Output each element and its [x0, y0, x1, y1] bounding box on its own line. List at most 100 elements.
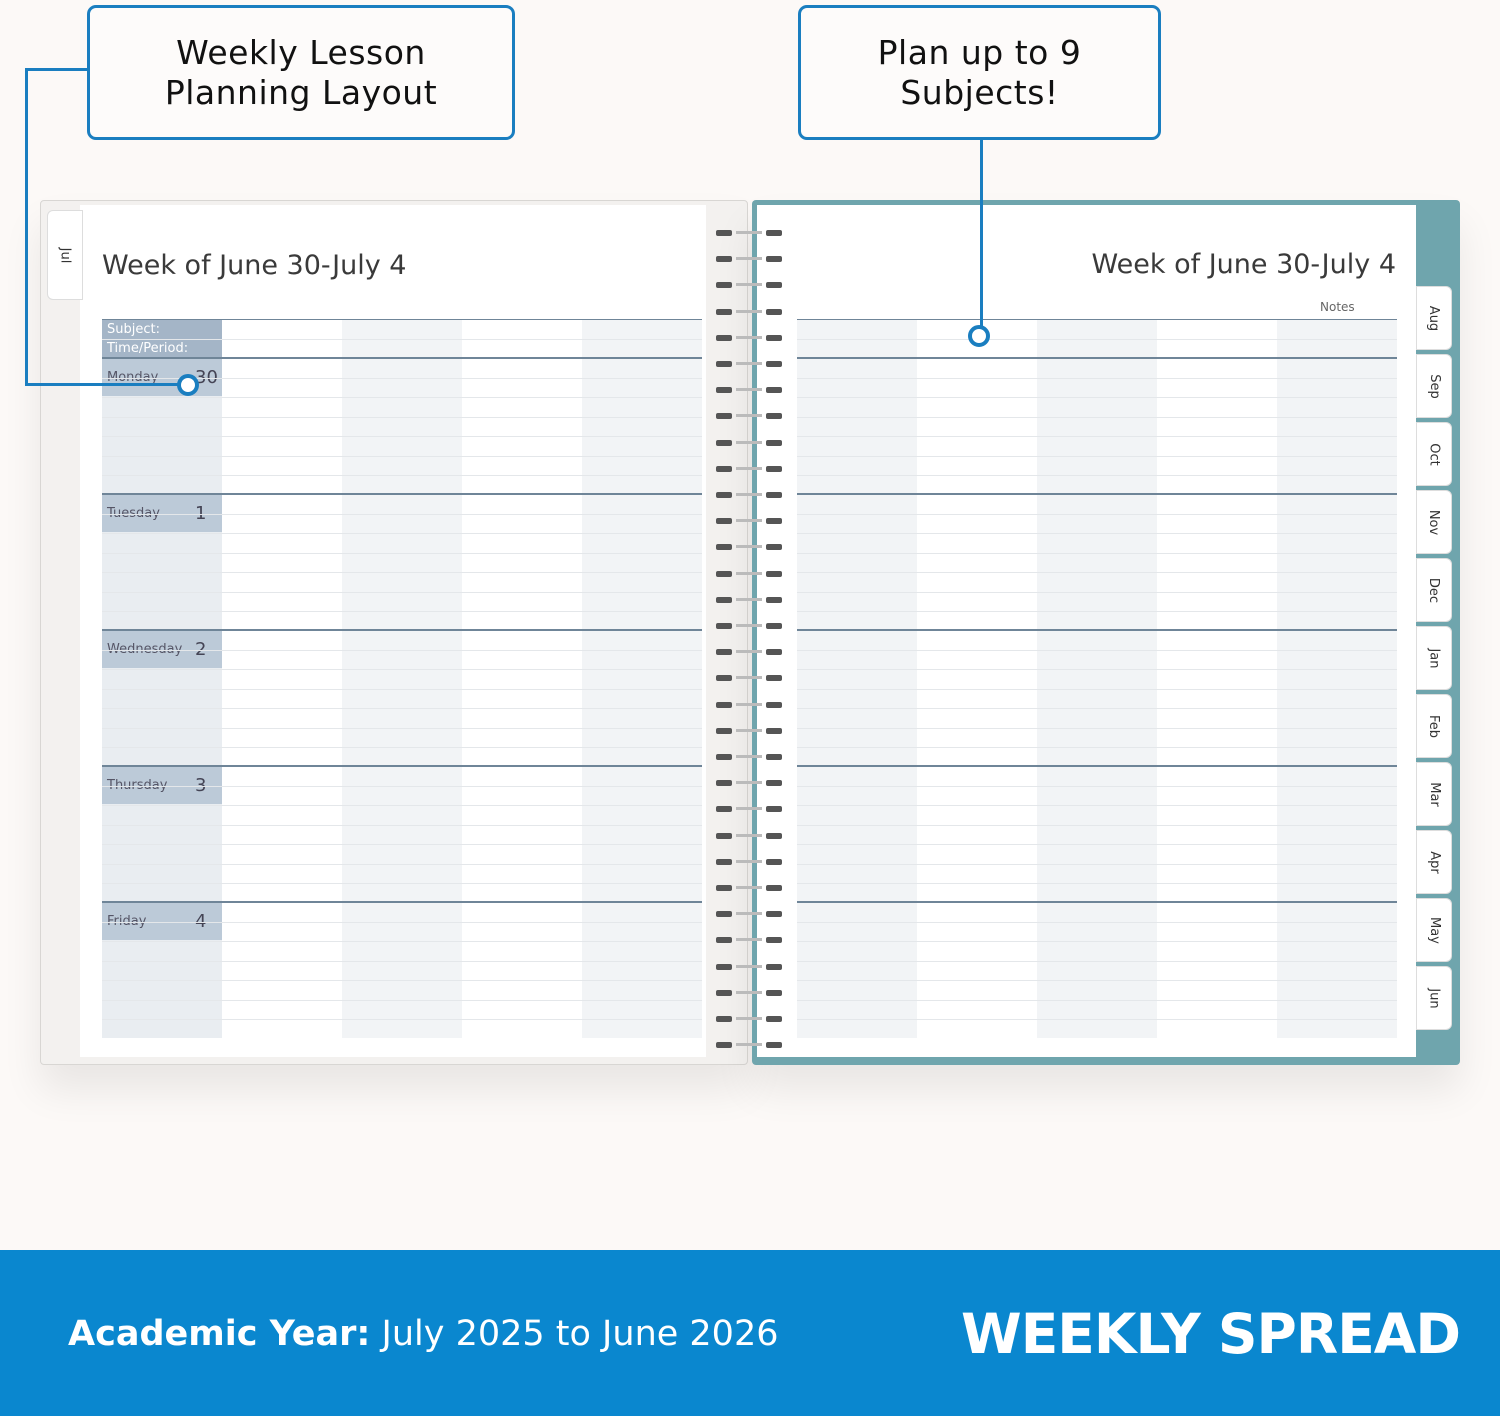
tab-aug[interactable]: Aug	[1416, 286, 1452, 350]
spiral-coil	[716, 275, 782, 289]
tab-mar[interactable]: Mar	[1416, 762, 1452, 826]
spiral-coil	[716, 302, 782, 315]
left-page-title: Week of June 30-July 4	[102, 250, 407, 281]
row-line	[102, 747, 702, 748]
spiral-coil	[716, 380, 782, 394]
day-divider	[797, 901, 1397, 903]
day-header-cell	[102, 630, 222, 668]
row-line	[102, 669, 702, 670]
row-line	[102, 708, 702, 709]
tab-jul[interactable]: Jul	[47, 210, 83, 300]
callout-subjects: Plan up to 9 Subjects!	[798, 5, 1161, 140]
time-period-label: Time/Period:	[107, 341, 189, 356]
day-header-cell	[102, 766, 222, 804]
callout-marker	[177, 374, 199, 396]
row-line	[102, 844, 702, 845]
spiral-coil	[716, 668, 782, 682]
row-line	[102, 552, 702, 554]
spiral-coil	[716, 1009, 782, 1022]
tab-label: Oct	[1426, 442, 1442, 466]
subject-label: Subject:	[107, 322, 160, 337]
row-line	[797, 883, 1397, 884]
tab-jan[interactable]: Jan	[1416, 626, 1452, 690]
callout-connector	[25, 68, 28, 386]
row-line	[102, 824, 702, 826]
tab-label: Jun	[1426, 987, 1442, 1009]
spiral-coil	[716, 878, 782, 891]
row-line	[102, 941, 702, 942]
callout-connector	[25, 68, 88, 71]
row-line	[797, 688, 1397, 690]
row-line	[797, 611, 1397, 612]
tab-dec[interactable]: Dec	[1416, 558, 1452, 622]
subject-column-shaded	[342, 320, 462, 1038]
row-line	[102, 455, 702, 457]
spiral-coil	[716, 459, 782, 472]
day-divider	[102, 629, 702, 631]
spiral-coil	[716, 616, 782, 629]
day-divider	[797, 765, 1397, 767]
spiral-coil	[716, 799, 782, 813]
spiral-coil	[716, 223, 782, 236]
spiral-coil	[716, 406, 782, 420]
row-line	[797, 747, 1397, 748]
banner-headline: WEEKLY SPREAD	[961, 1302, 1461, 1366]
row-line	[102, 397, 702, 398]
spiral-coil	[716, 642, 782, 656]
row-line	[102, 611, 702, 612]
day-divider	[102, 901, 702, 903]
row-line	[102, 591, 702, 593]
callout-text: Weekly Lesson	[176, 32, 426, 72]
tab-label: Aug	[1426, 305, 1442, 331]
day-divider	[102, 765, 702, 767]
tab-oct[interactable]: Oct	[1416, 422, 1452, 486]
spiral-coil	[716, 328, 782, 341]
right-page-title: Week of June 30-July 4	[1091, 249, 1396, 280]
tab-label: Dec	[1426, 577, 1442, 603]
tab-label: Nov	[1426, 509, 1442, 535]
row-line	[797, 960, 1397, 962]
tab-sep[interactable]: Sep	[1416, 354, 1452, 418]
spiral-coil	[716, 590, 782, 603]
row-line	[102, 475, 702, 476]
day-divider	[102, 493, 702, 495]
spiral-coil	[716, 773, 782, 787]
row-line	[797, 844, 1397, 845]
spiral-coil	[716, 852, 782, 865]
row-line	[797, 669, 1397, 670]
row-line	[797, 475, 1397, 476]
day-header-cell	[102, 358, 222, 396]
tab-feb[interactable]: Feb	[1416, 694, 1452, 758]
row-line	[102, 980, 702, 981]
spiral-coil	[716, 564, 782, 577]
subject-column-shaded	[1037, 320, 1157, 1038]
row-line	[797, 416, 1397, 418]
day-divider	[797, 357, 1397, 359]
day-divider	[797, 493, 1397, 495]
tab-label: Jan	[1426, 647, 1442, 669]
subject-column-shaded	[582, 320, 702, 1038]
row-line	[797, 921, 1397, 923]
tab-apr[interactable]: Apr	[1416, 830, 1452, 894]
tab-label: Sep	[1426, 373, 1442, 399]
row-line	[797, 980, 1397, 981]
row-line	[797, 513, 1397, 515]
row-line	[797, 785, 1397, 787]
day-divider	[797, 629, 1397, 631]
spiral-coil	[716, 1035, 782, 1049]
tab-nov[interactable]: Nov	[1416, 490, 1452, 554]
spiral-coil	[716, 511, 782, 525]
spiral-coil	[716, 747, 782, 760]
row-line	[102, 533, 702, 534]
tab-may[interactable]: May	[1416, 898, 1452, 962]
spiral-coil	[716, 721, 782, 734]
subject-column-shaded	[1277, 320, 1397, 1038]
row-line	[102, 377, 702, 379]
row-line	[102, 883, 702, 884]
callout-connector	[25, 383, 185, 386]
tab-jun[interactable]: Jun	[1416, 966, 1452, 1030]
row-line	[102, 649, 702, 651]
spiral-coil	[716, 983, 782, 996]
spiral-coil	[716, 904, 782, 918]
row-line	[797, 863, 1397, 865]
